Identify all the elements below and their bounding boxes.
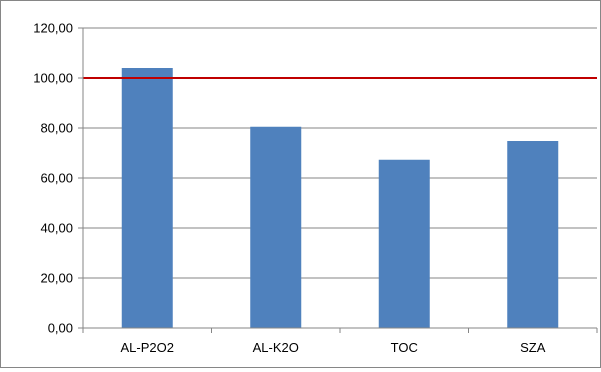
bar	[378, 159, 430, 328]
y-tick-label: 120,00	[33, 21, 73, 36]
bar	[507, 141, 559, 328]
y-tick-label: 80,00	[40, 121, 73, 136]
y-tick-label: 20,00	[40, 271, 73, 286]
y-axis-tick-labels: 0,00 20,00 40,00 60,00 80,00 100,00 120,00	[33, 21, 73, 336]
y-tick-label: 100,00	[33, 71, 73, 86]
y-tick-label: 40,00	[40, 221, 73, 236]
x-tick-label: AL-P2O2	[121, 340, 174, 355]
y-tick-label: 0,00	[48, 321, 73, 336]
y-tick-label: 60,00	[40, 171, 73, 186]
x-tick-label: AL-K2O	[253, 340, 299, 355]
bar	[121, 68, 173, 328]
x-tick-label: TOC	[391, 340, 418, 355]
bars	[121, 68, 559, 328]
bar	[250, 126, 302, 328]
axes	[82, 28, 598, 333]
x-tick-label: SZA	[520, 340, 546, 355]
x-axis-tick-labels: AL-P2O2 AL-K2O TOC SZA	[121, 340, 546, 355]
